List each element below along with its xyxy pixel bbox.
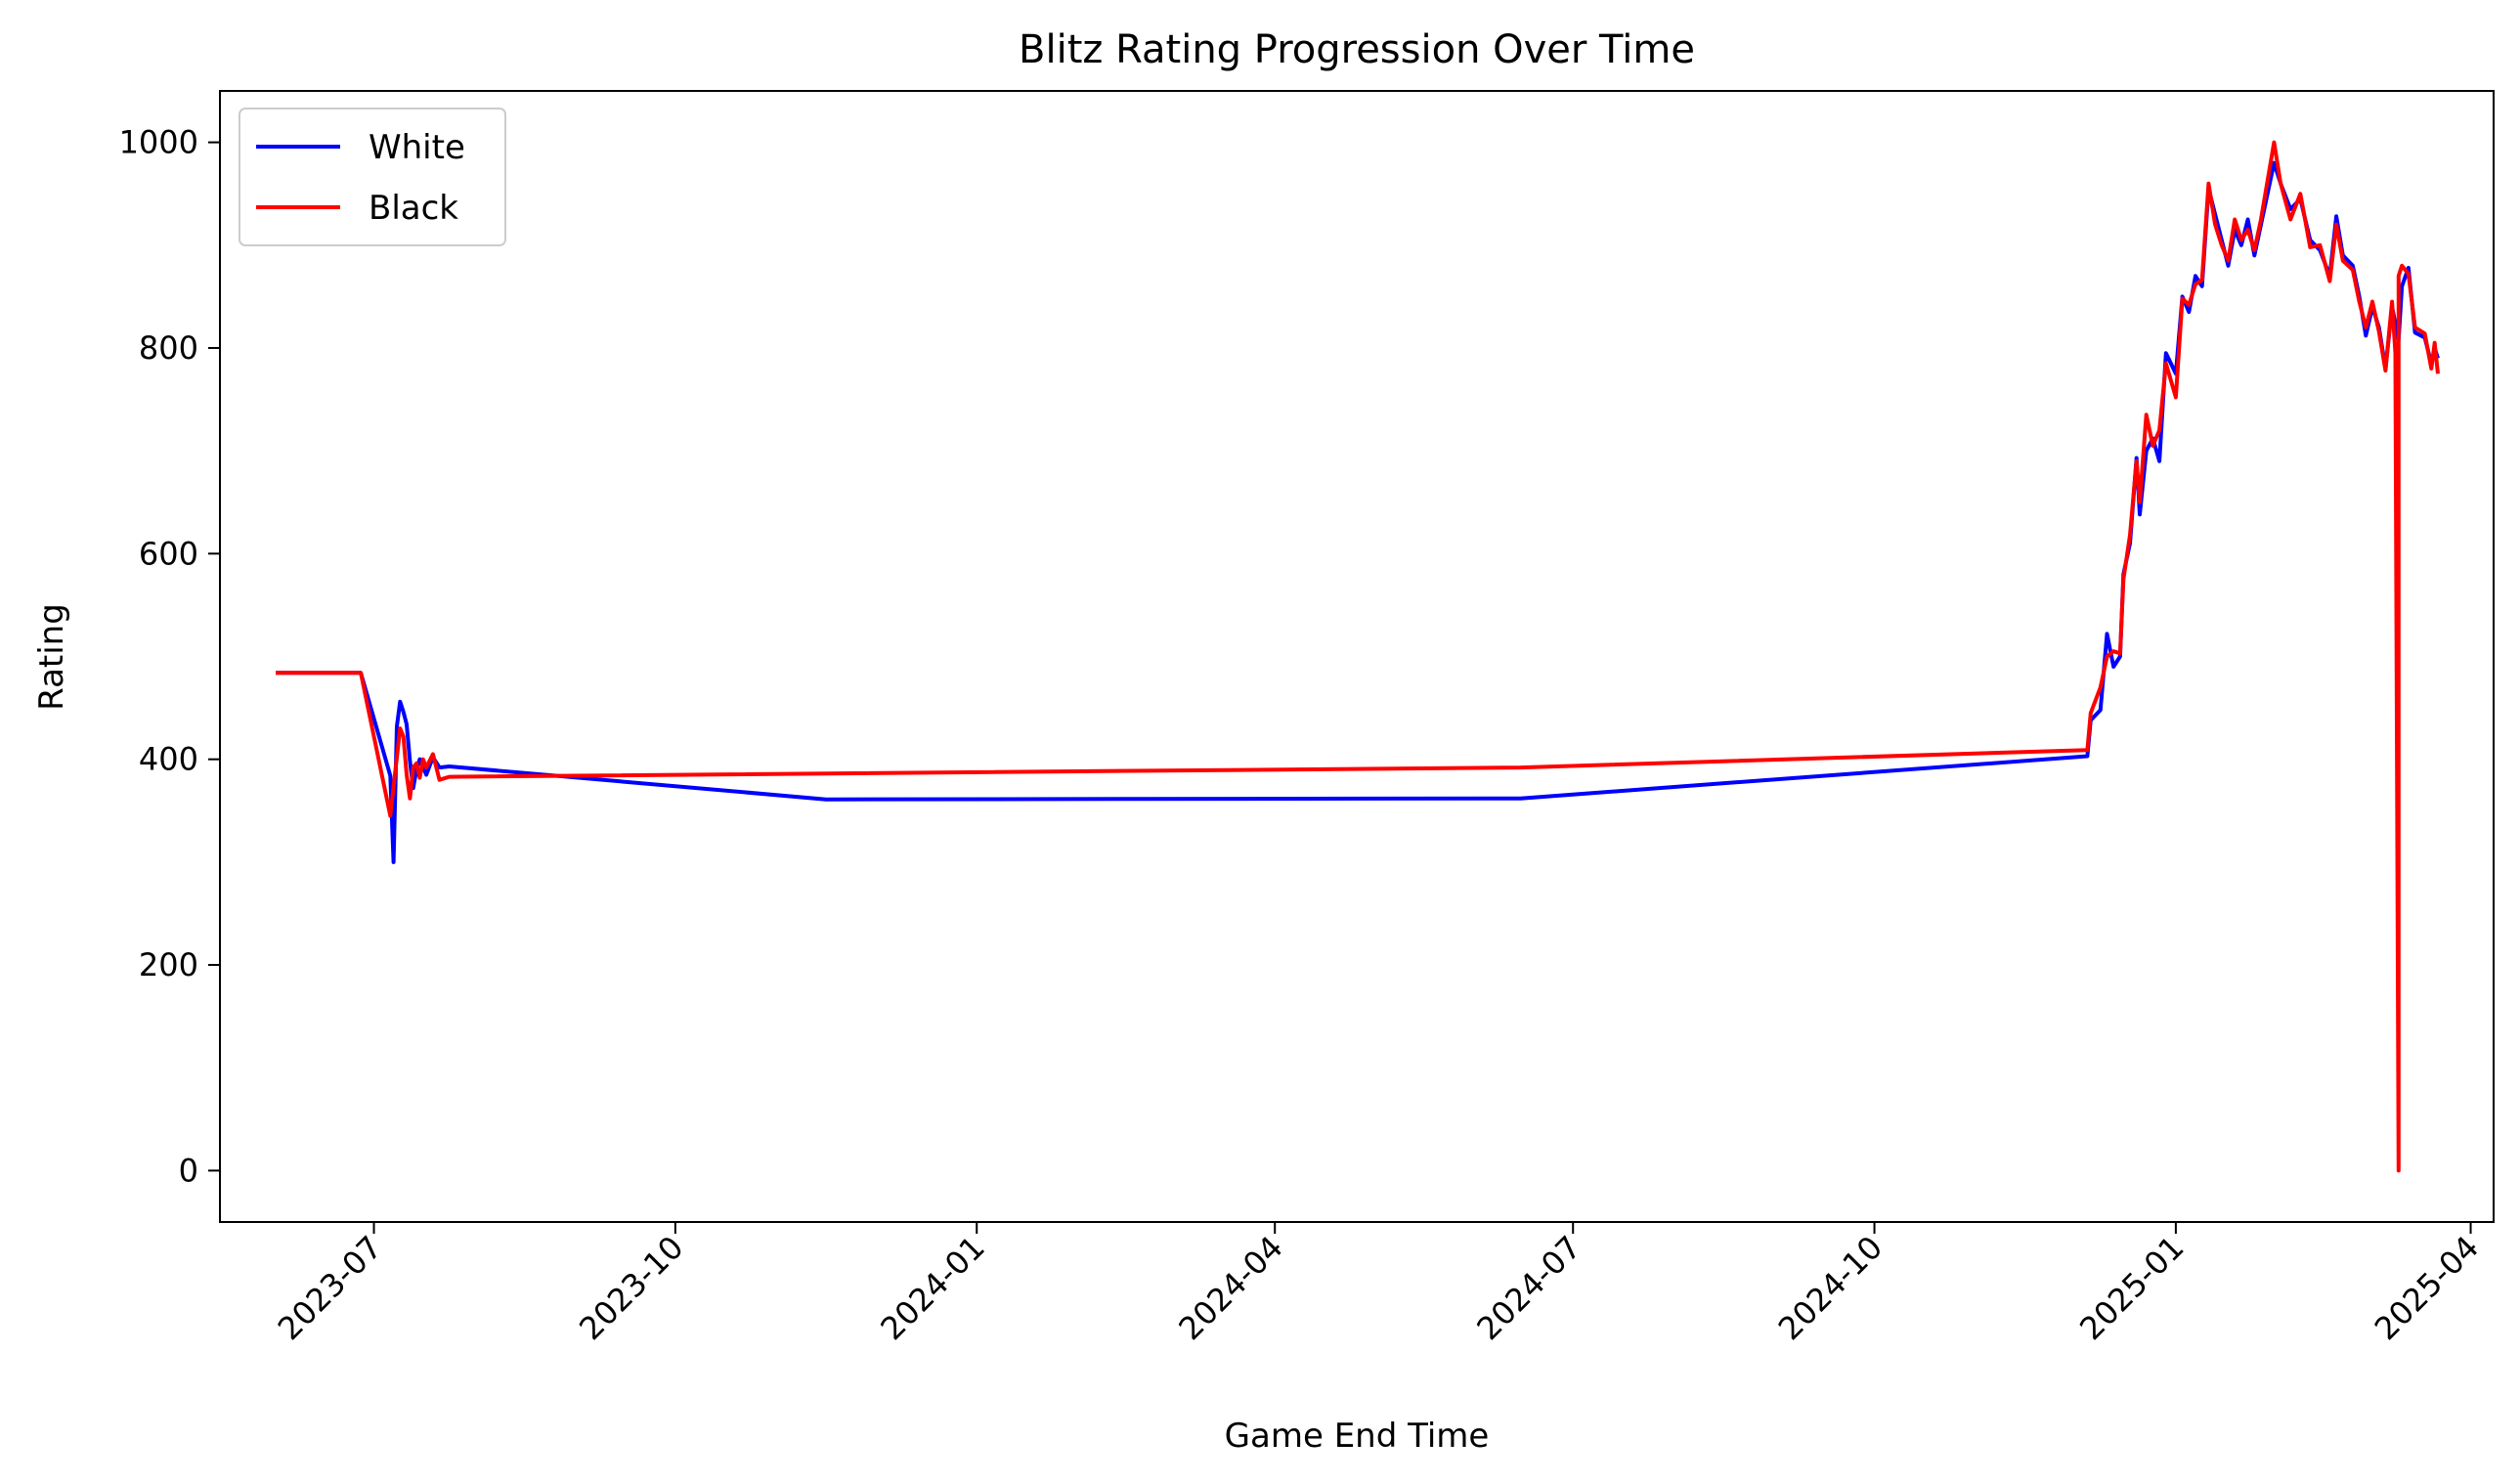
y-tick-label: 800 bbox=[139, 329, 198, 367]
y-tick-label: 200 bbox=[139, 946, 198, 983]
chart-title: Blitz Rating Progression Over Time bbox=[1019, 27, 1695, 72]
plot-frame bbox=[219, 90, 2495, 1223]
y-axis: 0 200 400 600 800 1000 bbox=[119, 124, 220, 1189]
series-layer bbox=[276, 140, 2440, 1173]
y-tick-label: 1000 bbox=[119, 124, 198, 161]
y-tick-label: 400 bbox=[139, 741, 198, 778]
x-axis-label: Game End Time bbox=[1225, 1417, 1490, 1456]
legend-label-white: White bbox=[369, 128, 465, 167]
legend-box bbox=[239, 108, 506, 246]
y-axis-label: Rating bbox=[32, 603, 71, 711]
y-tick-label: 600 bbox=[139, 535, 198, 572]
legend: White Black bbox=[239, 108, 506, 246]
y-tick-label: 0 bbox=[179, 1152, 198, 1189]
legend-label-black: Black bbox=[369, 189, 458, 228]
series-line-black bbox=[276, 140, 2440, 1173]
